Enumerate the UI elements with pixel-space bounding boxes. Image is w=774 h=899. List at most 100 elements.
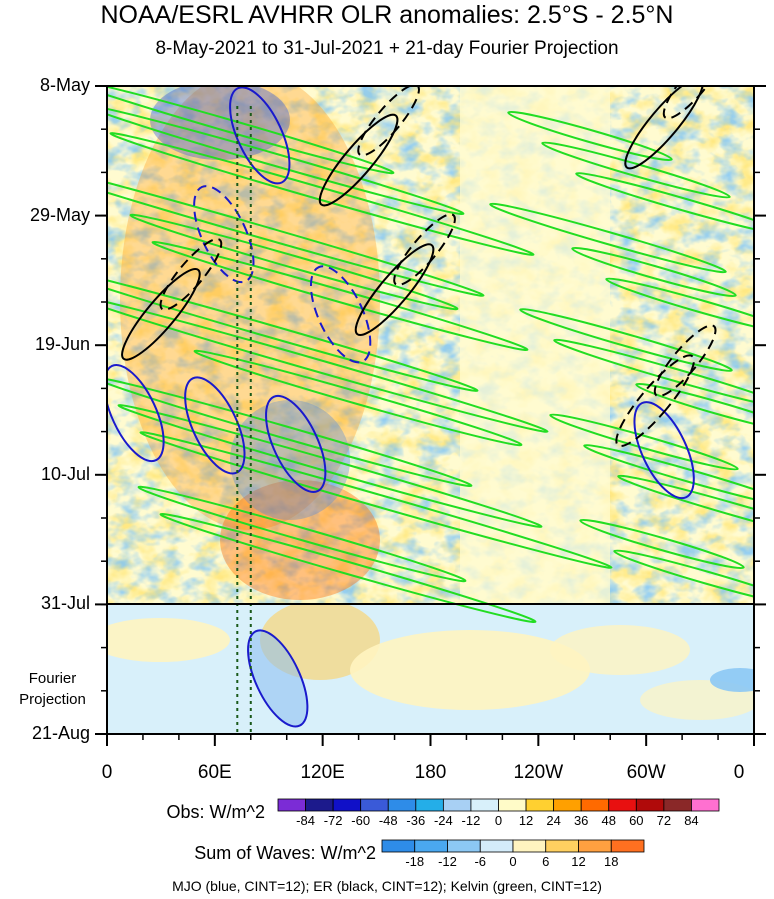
er-contour (653, 324, 717, 398)
colorbar-swatch (498, 798, 527, 812)
colorbar-swatch (512, 839, 547, 853)
y-tick-label: 31-Jul (40, 593, 90, 614)
mjo-contour (247, 629, 309, 728)
kelvin-contour (613, 549, 754, 607)
kelvin-contour (193, 349, 523, 447)
kelvin-contour (107, 268, 479, 392)
obs-colorbar-label: Obs: W/m^2 (166, 802, 265, 822)
projection-label-line1: Fourier (28, 670, 77, 687)
y-tick-label: 29-May (29, 204, 90, 225)
colorbar-tick-label: 0 (494, 813, 503, 828)
colorbar-tick-label: -24 (433, 813, 453, 828)
kelvin-contour (107, 376, 473, 488)
colorbar-swatch (608, 798, 637, 812)
colorbar-swatch (580, 798, 610, 812)
colorbar-swatch (545, 839, 579, 853)
kelvin-contour (541, 141, 731, 199)
projection-label: Fourier Projection (0, 668, 105, 710)
kelvin-contour (107, 295, 549, 433)
colorbar-tick-label: -72 (323, 813, 343, 828)
kelvin-contour (575, 172, 754, 236)
mjo-contour (309, 265, 372, 364)
colorbar-tick-label: 12 (518, 813, 534, 828)
colorbar-tick-label: 6 (542, 854, 550, 869)
x-tick-label: 120E (300, 762, 345, 783)
colorbar-tick-label: -60 (351, 813, 371, 828)
kelvin-contour (159, 512, 537, 624)
kelvin-contour (617, 474, 754, 546)
colorbar-tick-label: 24 (546, 813, 561, 828)
colorbar-swatch (381, 839, 416, 853)
mjo-contour (633, 401, 695, 500)
colorbar-swatch (525, 798, 555, 812)
er-contour (624, 86, 704, 170)
kelvin-contour (151, 240, 529, 352)
kelvin-contour (579, 518, 745, 570)
kelvin-contour (139, 431, 613, 569)
x-tick-label: 60W (626, 762, 666, 783)
colorbar-tick-label: 12 (571, 854, 586, 869)
chart-title: NOAA/ESRL AVHRR OLR anomalies: 2.5°S - 2… (100, 1, 674, 29)
er-contour (318, 113, 399, 207)
chart-footer: MJO (blue, CINT=12); ER (black, CINT=12)… (172, 878, 602, 894)
y-tick-label: 21-Aug (31, 723, 90, 743)
colorbar-swatch (414, 839, 448, 853)
kelvin-contour (571, 246, 737, 298)
kelvin-contour (117, 404, 543, 528)
er-contour (393, 213, 456, 286)
colorbar-tick-label: 36 (573, 813, 589, 828)
colorbar-swatch (447, 839, 481, 853)
mjo-contour (229, 86, 291, 185)
colorbar-swatch (305, 798, 334, 812)
x-tick-label: 60E (197, 762, 232, 783)
colorbar-tick-label: 48 (601, 813, 616, 828)
colorbar-tick-label: -36 (406, 813, 426, 828)
colorbar-tick-label: -12 (438, 854, 457, 869)
er-contour (662, 86, 726, 120)
colorbar-tick-label: 60 (629, 813, 644, 828)
er-contour (159, 238, 223, 311)
er-contour (357, 86, 420, 157)
colorbar-swatch (360, 798, 389, 812)
mjo-contour (265, 394, 327, 493)
kelvin-contour (549, 413, 739, 471)
colorbar-swatch (332, 798, 362, 812)
colorbar-tick-label: -12 (461, 813, 481, 828)
colorbar-tick-label: -6 (474, 854, 487, 869)
kelvin-contour (605, 277, 754, 335)
x-tick-label: 0 (733, 762, 745, 783)
colorbar-swatch (415, 798, 444, 812)
colorbar-tick-label: -48 (378, 813, 398, 828)
colorbar-swatch (610, 839, 645, 853)
x-tick-label: 180 (414, 762, 447, 783)
colorbar-swatch (470, 798, 499, 812)
er-contour (121, 268, 201, 361)
kelvin-contour (519, 308, 733, 372)
er-contour (354, 243, 435, 336)
colorbar-tick-label: 18 (604, 854, 619, 869)
colorbar-swatch (277, 798, 306, 812)
colorbar-tick-label: -18 (405, 854, 425, 869)
y-tick-label: 8-May (39, 75, 90, 95)
colorbar-swatch (691, 798, 720, 812)
mjo-contour (193, 185, 255, 284)
colorbar-tick-label: 72 (656, 813, 672, 828)
x-tick-label: 0 (101, 762, 113, 783)
kelvin-contour (507, 110, 673, 162)
colorbar-tick-label: 0 (509, 854, 517, 869)
axis-ticks (95, 85, 766, 746)
kelvin-contour (107, 104, 465, 216)
kelvin-contour (635, 382, 754, 434)
kelvin-contour (489, 202, 727, 274)
obs-field (107, 86, 754, 604)
chart-subtitle: 8-May-2021 to 31-Jul-2021 + 21-day Fouri… (155, 38, 619, 59)
colorbar-tick-label: 84 (684, 813, 699, 828)
waves-colorbar-label: Sum of Waves: W/m^2 (194, 843, 376, 863)
colorbar-swatch (387, 798, 417, 812)
obs-colorbar (277, 798, 720, 812)
er-contour (615, 354, 695, 448)
colorbar-swatch (635, 798, 665, 812)
kelvin-contour (137, 485, 467, 583)
kelvin-contour (553, 338, 754, 410)
colorbar-swatch (553, 798, 582, 812)
